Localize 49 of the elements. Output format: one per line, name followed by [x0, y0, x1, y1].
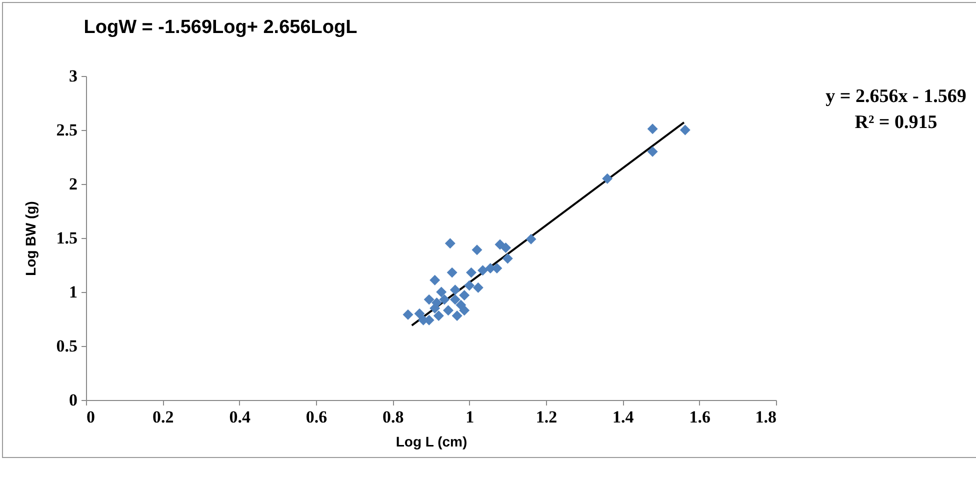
point	[436, 286, 447, 298]
point	[450, 294, 460, 305]
point	[472, 282, 484, 293]
point	[680, 124, 690, 136]
x-tick-label: 0	[86, 408, 95, 426]
x-tick-label: 0.2	[152, 408, 174, 426]
x-tick-label: 1.4	[612, 408, 634, 426]
point	[500, 242, 511, 253]
point	[443, 305, 454, 316]
point	[502, 253, 513, 264]
point	[439, 294, 450, 305]
point	[450, 284, 460, 296]
point	[424, 294, 434, 305]
y-axis-title: Log BW (g)	[22, 201, 38, 276]
point	[647, 124, 658, 134]
point	[433, 310, 444, 322]
x-tick-label: 0.8	[382, 408, 404, 426]
y-tick-label: 1	[69, 282, 78, 302]
text: y = 2.656x - 1.569	[826, 86, 966, 107]
point	[526, 234, 536, 244]
y-tick-label: 1.5	[56, 228, 78, 248]
x-tick-label: 0.4	[229, 408, 251, 426]
x-tick-label: 1.2	[536, 408, 558, 426]
point	[414, 308, 425, 319]
x-tick-label: 1.8	[755, 408, 776, 426]
x-tick-label: 0.6	[306, 408, 328, 426]
x-axis-title: Log L (cm)	[396, 434, 468, 450]
point	[402, 309, 414, 320]
y-tick-label: 0	[69, 390, 78, 410]
x-tick-label: 1.6	[689, 408, 710, 426]
point	[466, 267, 476, 278]
point	[464, 280, 475, 291]
y-tick-label: 0.5	[56, 336, 78, 356]
point	[459, 290, 470, 300]
point	[478, 265, 488, 276]
point	[446, 267, 458, 278]
point	[647, 146, 658, 157]
chart-title: LogW = -1.569Log+ 2.656LogL	[84, 17, 358, 38]
text: R² = 0.915	[854, 112, 938, 133]
y-tick-label: 2	[69, 174, 78, 194]
point	[459, 305, 470, 316]
point	[452, 310, 462, 322]
point	[472, 244, 482, 256]
point	[430, 274, 440, 286]
x-tick-label: 1	[466, 408, 474, 426]
point	[444, 238, 456, 249]
point	[602, 173, 613, 184]
y-tick-label: 2.5	[56, 120, 78, 140]
y-tick-label: 3	[69, 66, 78, 86]
